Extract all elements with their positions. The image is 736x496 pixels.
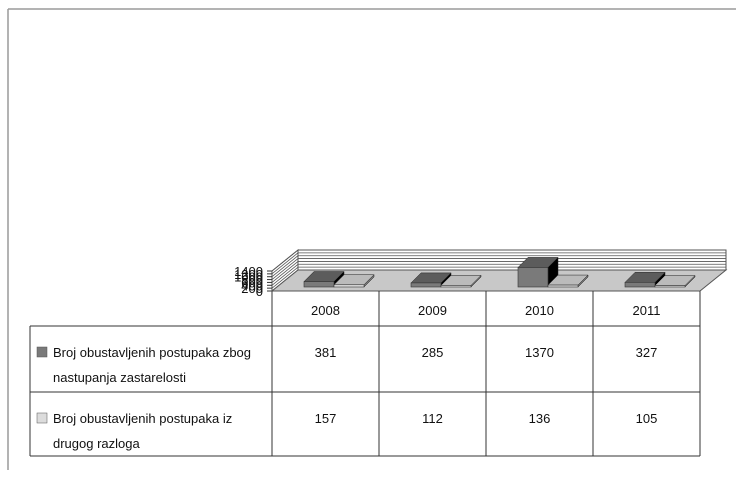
y-tick-label: 0 (256, 284, 263, 299)
x-tick-label: 2011 (633, 303, 661, 318)
data-label: 112 (422, 411, 443, 426)
y-tick-label: 1400 (234, 264, 263, 279)
data-label: 157 (315, 411, 337, 426)
x-tick-label: 2008 (311, 303, 340, 318)
bar (517, 267, 549, 288)
y-tick-label: 1000 (234, 270, 263, 285)
data-label: 136 (529, 411, 551, 426)
bar (440, 285, 472, 288)
gridline-side (271, 249, 299, 272)
bar (547, 284, 579, 288)
y-tick-label: 1200 (234, 267, 263, 282)
gridline-side (271, 252, 299, 275)
gridline-side (271, 261, 299, 283)
gridline-side (271, 266, 299, 289)
bar (333, 284, 365, 288)
gridline-side (271, 263, 299, 286)
x-tick-label: 2009 (418, 303, 447, 318)
legend-label: Broj obustavljenih postupaka iz (53, 411, 232, 426)
y-tick-label: 800 (241, 273, 263, 288)
legend-label: drugog razloga (53, 436, 140, 451)
legend-label: nastupanja zastarelosti (53, 370, 186, 385)
data-label: 285 (422, 345, 444, 360)
gridline-side (271, 255, 299, 278)
bar (654, 285, 686, 288)
data-label: 1370 (525, 345, 554, 360)
legend-label: Broj obustavljenih postupaka zbog (53, 345, 251, 360)
bar (410, 282, 442, 288)
bar (303, 281, 335, 288)
bar (624, 282, 656, 288)
data-label: 381 (315, 345, 337, 360)
data-label: 327 (636, 345, 658, 360)
legend-key (36, 412, 48, 424)
y-tick-label: 600 (241, 275, 263, 290)
y-tick-label: 200 (241, 281, 263, 296)
data-label: 105 (636, 411, 658, 426)
y-tick-label: 400 (241, 278, 263, 293)
floor (270, 269, 728, 292)
legend-key (36, 346, 48, 358)
x-tick-label: 2010 (525, 303, 554, 318)
gridline-side (271, 258, 299, 280)
